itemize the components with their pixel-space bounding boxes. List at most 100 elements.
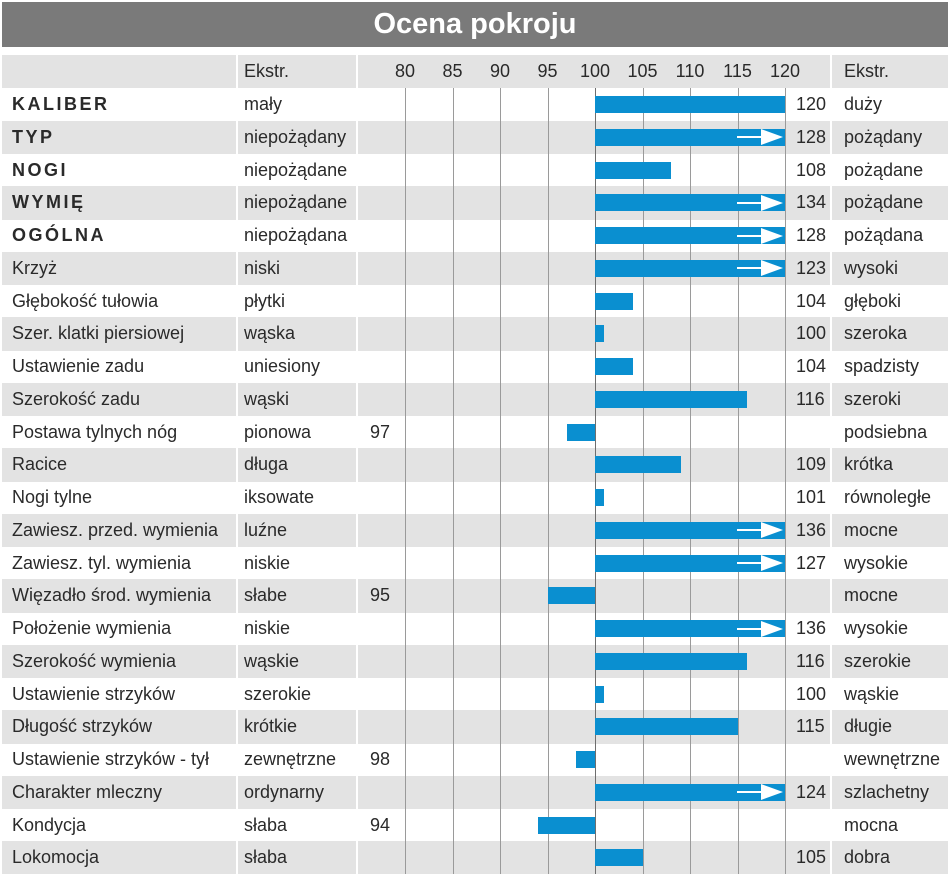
- table-row: Ustawienie strzyków szerokie 100 wąskie: [2, 678, 948, 711]
- table-row: Głębokość tułowia płytki 104 głęboki: [2, 285, 948, 318]
- extreme-high-label: wysokie: [844, 552, 909, 573]
- overflow-arrow-line: [737, 562, 771, 564]
- value-label: 98: [370, 749, 391, 769]
- trait-name: Zawiesz. tyl. wymienia: [12, 552, 192, 573]
- extreme-high-label: pożądany: [844, 126, 923, 147]
- extreme-low-label: iksowate: [244, 487, 315, 507]
- overflow-arrow-line: [737, 136, 771, 139]
- overflow-arrow-line: [737, 627, 771, 630]
- trait-name: Długość strzyków: [12, 716, 153, 737]
- extreme-low-label: mały: [244, 94, 283, 114]
- trait-name: Nogi tylne: [12, 487, 93, 507]
- tick-label: 80: [394, 61, 416, 81]
- overflow-arrow-icon: [761, 129, 783, 146]
- extreme-low-label: płytki: [244, 290, 286, 311]
- value-label: 104: [796, 356, 827, 376]
- value-label: 116: [796, 388, 825, 409]
- table-row: Zawiesz. tyl. wymienia niskie 127 wysokie: [2, 547, 948, 580]
- bar: [595, 849, 643, 867]
- column-separator: [356, 55, 358, 874]
- extreme-low-label: niepożądane: [244, 192, 348, 213]
- tick-label: 85: [442, 61, 463, 81]
- extreme-low-label: wąski: [244, 388, 290, 409]
- gridline: [405, 88, 406, 874]
- trait-name: Szer. klatki piersiowej: [12, 323, 185, 344]
- overflow-arrow-icon: [761, 194, 783, 211]
- bar: [538, 816, 595, 834]
- extreme-low-label: słabe: [244, 585, 288, 606]
- extreme-high-label: szeroki: [844, 388, 902, 409]
- extreme-high-label: głęboki: [844, 290, 902, 311]
- extreme-low-label: niepożądane: [244, 159, 348, 180]
- bar: [595, 685, 604, 703]
- extreme-high-label: spadzisty: [844, 356, 920, 376]
- value-label: 104: [796, 290, 827, 311]
- gridline: [452, 88, 454, 874]
- table-row: Krzyż niski 123 wysoki: [2, 251, 948, 285]
- extreme-high-label: szeroka: [844, 323, 908, 344]
- table-row: Ustawienie zadu uniesiony 104 spadzisty: [2, 350, 948, 383]
- value-label: 100: [796, 323, 827, 344]
- extreme-low-label: uniesiony: [244, 356, 321, 376]
- value-label: 128: [796, 126, 827, 147]
- table-row: Kondycja słaba 94 mocna: [2, 809, 948, 842]
- tick-label: 120: [769, 61, 801, 81]
- trait-name: Zawiesz. przed. wymienia: [12, 519, 219, 540]
- extreme-high-label: mocne: [844, 585, 899, 606]
- bar: [595, 292, 633, 310]
- gridline: [595, 88, 596, 874]
- trait-name: Racice: [12, 454, 68, 475]
- table-row: Położenie wymienia niskie 136 wysokie: [2, 612, 948, 645]
- tick-label: 115: [723, 61, 752, 81]
- value-label: 105: [796, 847, 827, 868]
- trait-name: Ustawienie strzyków - tył: [12, 749, 210, 769]
- bar: [595, 128, 785, 146]
- extreme-low-label: niepożądany: [244, 126, 347, 147]
- trait-name: Lokomocja: [12, 847, 100, 868]
- header-ext-left: Ekstr.: [244, 61, 290, 81]
- table-row: Lokomocja słaba 105 dobra: [2, 841, 948, 874]
- extreme-high-label: wąskie: [844, 683, 900, 704]
- overflow-arrow-icon: [761, 227, 783, 244]
- table-row: KALIBER mały 120 duży: [2, 88, 948, 121]
- tick-label: 105: [627, 61, 658, 81]
- bar: [595, 718, 738, 736]
- extreme-low-label: krótkie: [244, 716, 298, 737]
- table-row: WYMIĘ niepożądane 134 pożądane: [2, 186, 948, 220]
- extreme-high-label: pożądane: [844, 192, 924, 213]
- tick-label: 90: [489, 61, 511, 81]
- value-label: 108: [796, 159, 827, 180]
- extreme-low-label: pionowa: [244, 421, 312, 442]
- trait-name: OGÓLNA: [12, 225, 106, 245]
- extreme-low-label: ordynarny: [244, 781, 325, 802]
- value-label: 109: [796, 454, 827, 475]
- trait-name: Więzadło środ. wymienia: [12, 585, 212, 606]
- gridline: [547, 88, 549, 874]
- extreme-low-label: wąskie: [244, 650, 300, 671]
- table-row: Charakter mleczny ordynarny 124 szlachetny: [2, 775, 948, 809]
- trait-name: Charakter mleczny: [12, 781, 163, 802]
- bar: [595, 259, 785, 277]
- table-row: Nogi tylne iksowate 101 równoległe: [2, 481, 948, 514]
- extreme-high-label: duży: [844, 94, 883, 114]
- chart-title: Ocena pokroju: [2, 2, 948, 47]
- gridline: [737, 88, 739, 874]
- overflow-arrow-line: [737, 529, 771, 532]
- extreme-low-label: luźne: [244, 519, 288, 540]
- extreme-low-label: zewnętrzne: [244, 749, 337, 769]
- value-label: 134: [796, 192, 827, 213]
- table-row: Racice długa 109 krótka: [2, 448, 948, 482]
- gridline: [785, 88, 786, 874]
- bar: [595, 227, 785, 244]
- extreme-high-label: szerokie: [844, 650, 912, 671]
- value-label: 127: [796, 552, 827, 573]
- trait-name: Położenie wymienia: [12, 618, 172, 638]
- header-ext-right: Ekstr.: [844, 61, 890, 81]
- table-row: NOGI niepożądane 108 pożądane: [2, 154, 948, 187]
- overflow-arrow-line: [737, 267, 771, 270]
- table-row: OGÓLNA niepożądana 128 pożądana: [2, 219, 948, 252]
- extreme-high-label: wysoki: [844, 257, 899, 278]
- value-label: 116: [796, 650, 825, 671]
- bar: [595, 521, 785, 539]
- bar: [595, 194, 785, 212]
